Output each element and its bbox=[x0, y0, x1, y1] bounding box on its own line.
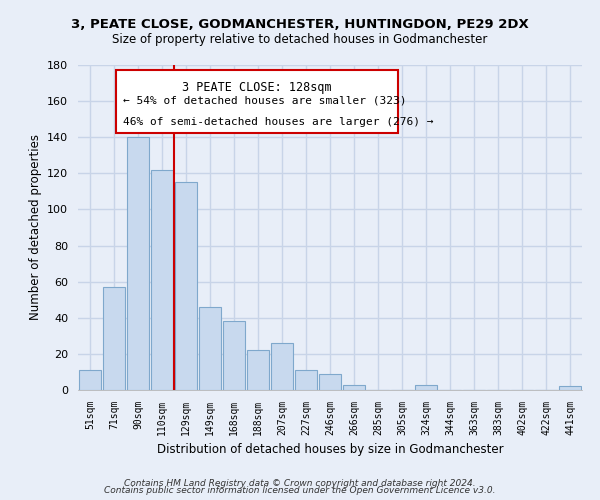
Bar bbox=[343, 384, 365, 390]
Y-axis label: Number of detached properties: Number of detached properties bbox=[29, 134, 41, 320]
Text: Size of property relative to detached houses in Godmanchester: Size of property relative to detached ho… bbox=[112, 32, 488, 46]
Bar bbox=[223, 322, 245, 390]
Text: Contains public sector information licensed under the Open Government Licence v3: Contains public sector information licen… bbox=[104, 486, 496, 495]
Bar bbox=[151, 170, 173, 390]
Bar bbox=[271, 343, 293, 390]
X-axis label: Distribution of detached houses by size in Godmanchester: Distribution of detached houses by size … bbox=[157, 444, 503, 456]
Bar bbox=[559, 386, 581, 390]
Bar bbox=[319, 374, 341, 390]
Text: Contains HM Land Registry data © Crown copyright and database right 2024.: Contains HM Land Registry data © Crown c… bbox=[124, 478, 476, 488]
Bar bbox=[103, 287, 125, 390]
Text: 46% of semi-detached houses are larger (276) →: 46% of semi-detached houses are larger (… bbox=[124, 117, 434, 127]
Bar bbox=[415, 384, 437, 390]
Bar bbox=[127, 137, 149, 390]
FancyBboxPatch shape bbox=[116, 70, 398, 133]
Bar bbox=[175, 182, 197, 390]
Text: ← 54% of detached houses are smaller (323): ← 54% of detached houses are smaller (32… bbox=[124, 96, 407, 106]
Bar bbox=[79, 370, 101, 390]
Text: 3, PEATE CLOSE, GODMANCHESTER, HUNTINGDON, PE29 2DX: 3, PEATE CLOSE, GODMANCHESTER, HUNTINGDO… bbox=[71, 18, 529, 30]
Bar bbox=[295, 370, 317, 390]
Bar bbox=[247, 350, 269, 390]
Text: 3 PEATE CLOSE: 128sqm: 3 PEATE CLOSE: 128sqm bbox=[182, 81, 332, 94]
Bar bbox=[199, 307, 221, 390]
